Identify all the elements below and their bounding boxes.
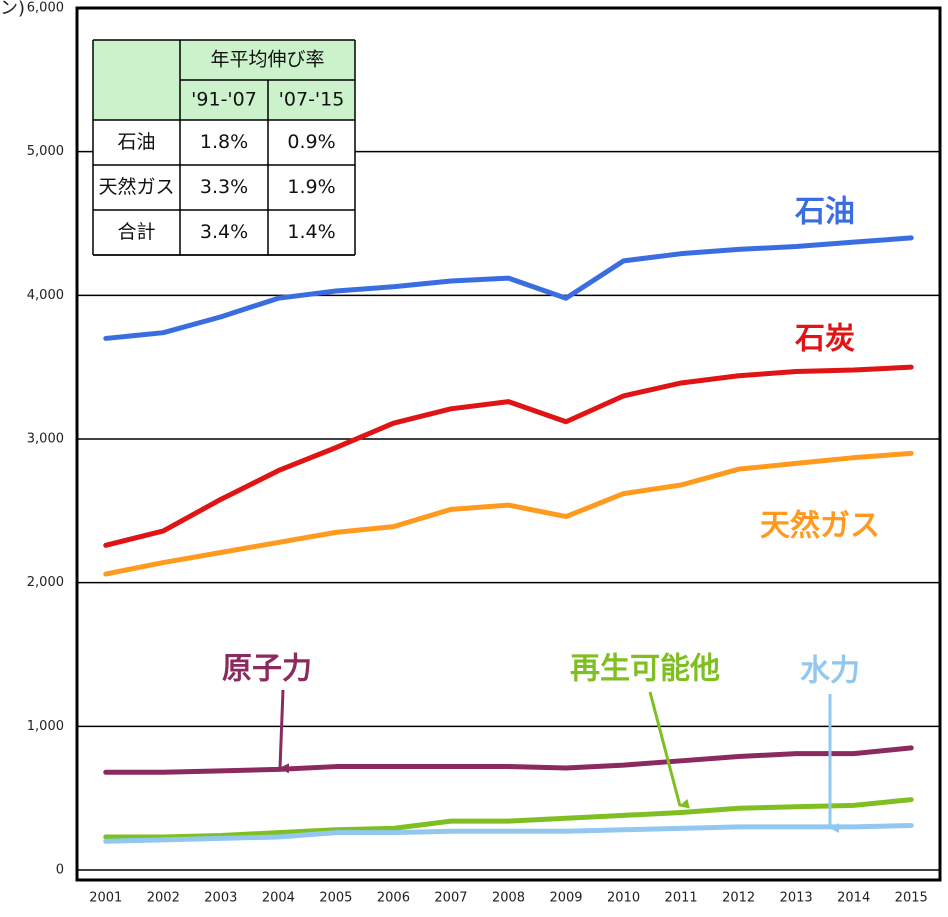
label-arrow [648,691,690,809]
x-tick-label: 2014 [837,891,870,906]
series-line [103,797,914,840]
y-tick-label: 3,000 [27,432,64,447]
x-tick-label: 2010 [607,891,640,906]
table-cell: 1.8% [200,131,248,153]
x-tick-label: 2001 [89,891,122,906]
series-line [103,745,914,775]
series-label: 原子力 [222,652,312,687]
x-tick-label: 2013 [780,891,813,906]
series-label: 石炭 [794,322,855,357]
table-cell: 天然ガス [98,176,174,198]
y-axis-label: ン) [0,0,25,19]
series-label: 天然ガス [760,509,880,544]
table-cell: 0.9% [287,131,335,153]
table-cell: 合計 [117,221,155,243]
table-column: '07-'15 [279,89,345,111]
table-header: 年平均伸び率 [210,49,324,71]
y-tick-label: 1,000 [27,719,64,734]
x-tick-label: 2012 [722,891,755,906]
x-tick-label: 2002 [147,891,180,906]
y-tick-label: 6,000 [27,1,64,16]
x-tick-label: 2015 [895,891,928,906]
table-cell: 1.4% [287,221,335,243]
y-tick-label: 2,000 [27,575,64,590]
x-tick-label: 2009 [549,891,582,906]
series-label: 水力 [800,654,860,689]
x-tick-label: 2003 [204,891,237,906]
series-line [103,450,914,577]
table-corner [93,40,180,120]
table-cell: 3.3% [200,176,248,198]
y-tick-label: 5,000 [27,144,64,159]
series-label: 石油 [794,195,855,230]
series-line [103,364,914,548]
x-tick-label: 2008 [492,891,525,906]
x-tick-label: 2007 [434,891,467,906]
x-tick-label: 2004 [262,891,295,906]
y-tick-label: 0 [56,863,64,878]
x-tick-label: 2005 [319,891,352,906]
label-arrow [278,689,290,774]
plot-frame [75,6,942,882]
y-tick-label: 4,000 [27,288,64,303]
table-column: '91-'07 [191,89,257,111]
table-cell: 石油 [117,131,155,153]
series-label: 再生可能他 [570,652,720,687]
x-tick-label: 2006 [377,891,410,906]
table-cell: 3.4% [200,221,248,243]
series-line [103,235,914,341]
x-tick-label: 2011 [665,891,698,906]
table-cell: 1.9% [287,176,335,198]
series-line [103,822,914,844]
